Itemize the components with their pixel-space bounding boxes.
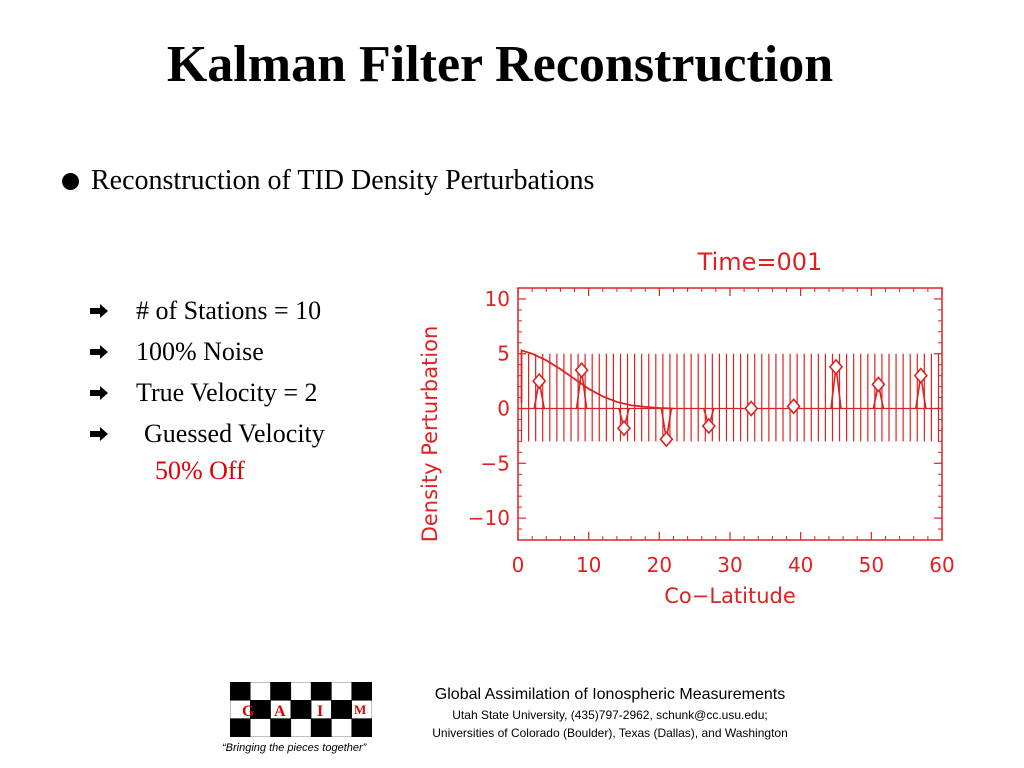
chart-title: Time=001 — [697, 248, 823, 276]
x-tick-label: 60 — [929, 553, 954, 577]
logo-letter-m: M — [354, 702, 366, 717]
logo-tagline: “Bringing the pieces together” — [222, 742, 367, 754]
station-point — [659, 430, 674, 448]
station-point — [532, 372, 547, 390]
logo-checker-square — [290, 682, 312, 701]
logo-checker-square — [290, 718, 312, 737]
x-tick-label: 30 — [717, 553, 742, 577]
sub-bullet-true-velocity: True Velocity = 2 — [90, 372, 325, 413]
logo-checker-square — [230, 682, 251, 701]
main-bullet: Reconstruction of TID Density Perturbati… — [62, 163, 594, 199]
footer-line-1: Utah State University, (435)797-2962, sc… — [452, 708, 768, 722]
logo-checker-square — [331, 700, 352, 719]
logo-checker-square — [331, 682, 352, 701]
y-tick-label: −5 — [481, 451, 510, 475]
density-perturbation-chart: Time=001 Co−Latitude Density Perturbation 0… — [418, 248, 955, 608]
station-point — [574, 361, 589, 379]
y-tick-label: −10 — [468, 506, 510, 530]
station-point — [871, 376, 886, 393]
arrow-right-icon — [90, 344, 126, 359]
sub-bullet-text: True Velocity = 2 — [136, 377, 318, 407]
station-point — [913, 367, 928, 384]
logo-letter-g: G — [242, 703, 255, 720]
y-tick-label: 5 — [497, 342, 510, 366]
logo-checker-square — [351, 682, 372, 701]
station-point — [616, 420, 632, 437]
gaim-checkerboard-logo: G A I M — [230, 682, 372, 737]
reconstruction-line — [520, 349, 674, 410]
station-point — [701, 417, 716, 435]
logo-letter-i: I — [317, 703, 323, 720]
logo-checker-square — [351, 718, 372, 737]
main-bullet-text: Reconstruction of TID Density Perturbati… — [91, 165, 595, 196]
station-point — [744, 400, 759, 417]
arrow-right-icon — [90, 426, 126, 441]
footer-credits: Global Assimilation of Ionospheric Measu… — [380, 684, 840, 742]
footer-line-2: Universities of Colorado (Boulder), Texa… — [432, 726, 788, 740]
sub-bullet-stations: # of Stations = 10 — [90, 290, 325, 331]
logo-checker-square — [250, 718, 271, 737]
sub-bullet-list: # of Stations = 10 100% Noise True Veloc… — [90, 290, 325, 454]
logo-checker-square — [310, 682, 332, 701]
logo-checker-square — [270, 682, 292, 701]
bullet-dot-icon — [62, 172, 79, 190]
x-tick-label: 20 — [647, 553, 672, 577]
logo-checker-square — [290, 700, 312, 719]
y-tick-label: 0 — [497, 397, 510, 421]
arrow-right-icon — [90, 303, 126, 318]
x-tick-label: 10 — [576, 553, 601, 577]
sub-bullet-text: # of Stations = 10 — [136, 295, 322, 325]
x-tick-label: 50 — [859, 553, 884, 577]
x-tick-label: 40 — [788, 553, 813, 577]
slide-title: Kalman Filter Reconstruction — [166, 36, 834, 93]
y-tick-label: 10 — [485, 287, 510, 311]
logo-checker-square — [270, 718, 292, 737]
chart-ylabel: Density Perturbation — [418, 326, 442, 543]
logo-checker-square — [331, 718, 352, 737]
sub-bullet-noise: 100% Noise — [90, 331, 325, 372]
logo-checker-square — [310, 718, 332, 737]
station-point — [786, 398, 801, 415]
x-tick-label: 0 — [512, 553, 525, 577]
chart-xlabel: Co−Latitude — [664, 584, 796, 608]
plot-frame — [517, 287, 943, 541]
arrow-right-icon — [90, 385, 126, 400]
footer-org: Global Assimilation of Ionospheric Measu… — [434, 686, 786, 703]
sub-bullet-text: 100% Noise — [136, 336, 264, 366]
logo-letter-a: A — [274, 703, 286, 720]
sub-bullet-guessed-velocity: Guessed Velocity — [90, 413, 325, 454]
velocity-error-note: 50% Off — [155, 456, 245, 485]
logo-checker-square — [230, 718, 251, 737]
logo-checker-square — [250, 682, 271, 701]
station-point — [828, 358, 844, 376]
sub-bullet-text: Guessed Velocity — [144, 418, 325, 448]
